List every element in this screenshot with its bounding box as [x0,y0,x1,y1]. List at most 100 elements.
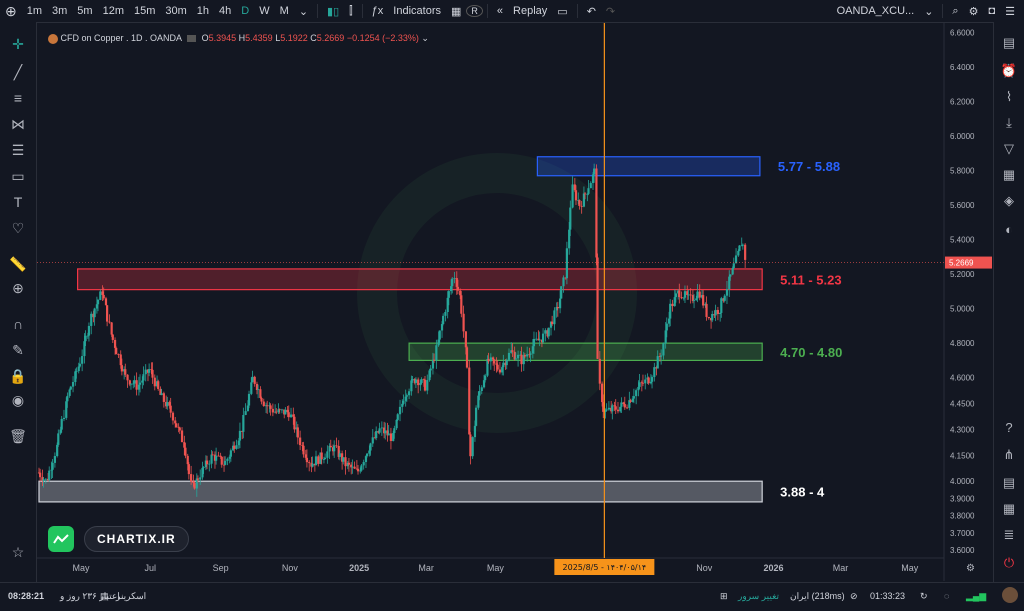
trendline-icon[interactable]: ╱ [13,63,23,80]
candle-body [342,457,345,462]
add-icon[interactable]: ⊕ [5,2,17,19]
camera-icon[interactable]: ◘ [988,5,996,17]
star-icon[interactable]: ☆ [11,543,25,560]
timeframe-30m[interactable]: 30m [165,5,187,17]
candle-body [219,455,222,457]
lock-icon[interactable]: 🔒 [9,367,27,384]
right-sidebar: ▤ ⏰ ⌇ ⤓ ▽ ▦ ◈ ◐ ? ⋔ ▤ ▦ ≣ ⏻ [993,22,1024,582]
timeframe-group: 1m 3m 5m 12m 15m 30m 1h 4h D W M [22,5,294,17]
pattern-icon[interactable]: ⋈ [11,115,25,132]
refresh-icon[interactable]: ↻ [920,591,928,601]
candle-body [514,358,517,360]
server-icon[interactable]: ⊞ [720,591,728,601]
axis-settings-icon[interactable]: ⚙ [966,563,975,574]
chevron-down-icon[interactable]: ⌄ [298,5,309,18]
magnet-icon[interactable]: ∩ [12,316,24,332]
visibility-icon[interactable]: ◌ [944,591,950,601]
crosshair-icon[interactable]: ✛ [12,35,24,52]
calendar-icon[interactable]: ▦ [1002,167,1016,182]
timeframe-1m[interactable]: 1m [26,5,43,17]
trash-icon[interactable]: 🗑 [9,427,27,444]
y-tick-label: 3.8000 [950,512,975,521]
fib-icon[interactable]: ☰ [11,141,25,158]
pencil-lock-icon[interactable]: ✎ [12,341,24,358]
timeframe-1h[interactable]: 1h [196,5,210,17]
horizontal-lines-icon[interactable]: ≡ [13,90,23,106]
calendar-icon[interactable]: ▤ [100,591,109,601]
timeframe-5m[interactable]: 5m [77,5,93,17]
candle-body [77,366,80,372]
hide-icon[interactable]: ⊘ [850,591,858,601]
watchlist-icon[interactable]: ▤ [1002,35,1016,50]
candle-body [451,278,454,287]
zone-red[interactable] [76,268,763,291]
settings-icon[interactable]: ⚙ [968,5,979,18]
c-label: C [310,33,317,43]
compare-icon[interactable]: ⫿ [349,4,353,17]
candle-body [678,290,681,298]
candle-body [41,477,44,481]
replay-icon[interactable]: « [496,5,504,17]
undo-icon[interactable]: ↶ [586,5,596,18]
zone-blue[interactable] [536,156,761,177]
help-icon[interactable]: ? [1005,419,1013,435]
candle-body [556,306,559,309]
power-icon[interactable]: ⏻ [1003,555,1015,570]
candles-icon[interactable]: ▮▯ [327,5,340,18]
candle-body [719,312,722,315]
r-badge[interactable]: R [466,5,483,17]
change-server-button[interactable]: تغییر سرور [738,591,779,601]
heart-icon[interactable]: ♡ [11,219,25,236]
candle-body [132,383,135,385]
toggle-icon[interactable]: ◐ [1005,221,1013,237]
menu-icon[interactable]: ☰ [1005,5,1015,18]
candle-body [304,454,307,458]
share-icon[interactable]: ⋔ [1003,447,1015,462]
timeframe-M[interactable]: M [279,5,289,17]
screener-button[interactable]: اسکرینر [116,591,147,601]
zone-white[interactable] [38,480,763,503]
layers-icon[interactable]: ◈ [1004,193,1014,208]
alert-icon[interactable]: ⏰ [1000,63,1018,78]
text-icon[interactable]: T [13,194,23,210]
eye-icon[interactable]: ◉ [11,391,25,408]
fullscreen-icon[interactable]: ▭ [557,5,568,18]
candle-body [299,437,302,446]
zone-green[interactable] [408,342,763,361]
replay-button[interactable]: Replay [513,5,548,17]
filter-icon[interactable]: ▽ [1004,141,1014,156]
zoom-in-icon[interactable]: ⊕ [12,279,24,296]
ruler-icon[interactable]: 📏 [9,255,27,272]
chevron-down-icon[interactable]: ⌄ [421,33,429,43]
candle-body [574,190,578,201]
candle-body [296,427,299,438]
candle-body [155,381,159,387]
layouts-icon[interactable]: ▦ [451,5,462,18]
indicators-icon[interactable]: ƒx [371,5,384,17]
timeframe-4h[interactable]: 4h [219,5,232,17]
candle-body [362,462,365,466]
symbol-selector[interactable]: OANDA_XCU... [836,5,915,17]
timeframe-D[interactable]: D [241,5,250,17]
timeframe-15m[interactable]: 15m [133,5,156,17]
chart-pane[interactable]: 6.6000 6.4000 6.2000 6.0000 5.8000 5.6000 5.40… [37,23,993,581]
list-icon[interactable]: ≣ [1003,527,1015,542]
avatar[interactable] [1002,587,1018,603]
search-icon[interactable]: ⌕ [952,4,959,17]
chart-icon[interactable]: ⌇ [1005,89,1013,104]
chevron-down-icon[interactable]: ⌄ [924,5,934,18]
candle-body [93,308,96,318]
server-icon[interactable]: ▤ [1002,475,1016,490]
redo-icon[interactable]: ↷ [605,5,616,18]
timeframe-W[interactable]: W [259,5,270,17]
grid-icon[interactable]: ▦ [1002,501,1016,516]
candle-body [741,244,744,246]
candle-body [587,188,590,194]
rectangle-icon[interactable]: ▭ [11,167,25,184]
indicators-button[interactable]: Indicators [393,5,441,17]
candle-body [605,409,608,411]
legend-flag-icon[interactable] [187,35,197,43]
timeframe-3m[interactable]: 3m [52,5,68,17]
download-icon[interactable]: ⤓ [1006,115,1012,130]
timeframe-12m[interactable]: 12m [102,5,124,17]
